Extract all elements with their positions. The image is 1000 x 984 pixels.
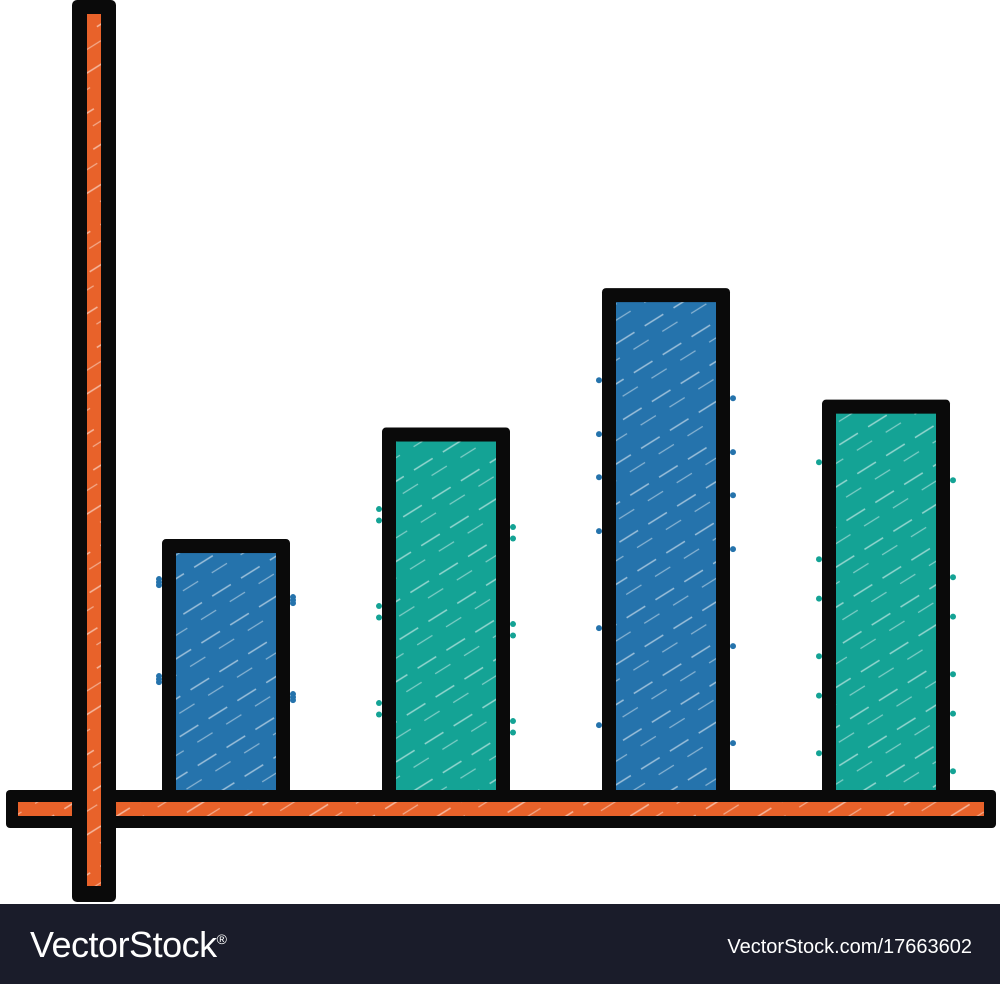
brand-logo: VectorStock®	[30, 924, 227, 966]
x-axis	[6, 790, 996, 828]
bar-chart	[6, 0, 996, 902]
registered-mark: ®	[216, 931, 227, 947]
bar-2	[376, 427, 516, 804]
chart-area	[6, 0, 996, 902]
brand-text: VectorStock	[30, 924, 217, 965]
image-id: VectorStock.com/17663602	[727, 936, 972, 958]
bar-1	[156, 539, 296, 804]
y-axis	[72, 0, 116, 902]
bar-3	[596, 288, 736, 804]
bars-layer	[156, 288, 956, 804]
bar-4	[816, 399, 956, 804]
watermark-footer: VectorStock® VectorStock.com/17663602	[0, 904, 1000, 984]
